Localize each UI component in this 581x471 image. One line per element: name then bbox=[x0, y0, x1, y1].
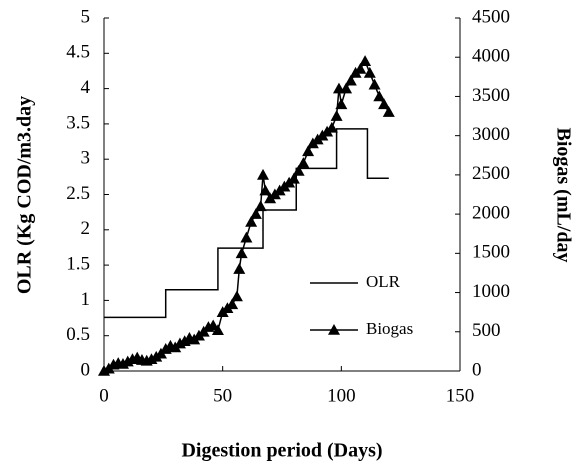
y-tick-label: 2 bbox=[81, 218, 91, 239]
y-tick-label: 3 bbox=[81, 148, 91, 169]
y-tick-label: 1.5 bbox=[66, 253, 90, 274]
y-tick-label: 4.5 bbox=[66, 42, 90, 63]
legend-label: OLR bbox=[366, 272, 401, 291]
data-point bbox=[254, 200, 267, 212]
x-tick-label: 150 bbox=[446, 385, 475, 406]
data-point bbox=[159, 343, 172, 354]
y2-tick-label: 2000 bbox=[472, 202, 510, 223]
y2-tick-label: 0 bbox=[472, 359, 482, 380]
data-point bbox=[230, 290, 243, 302]
y-tick-label: 4 bbox=[81, 77, 91, 98]
y2-axis-label: Biogas (mL/day bbox=[552, 127, 574, 262]
data-point bbox=[302, 145, 315, 157]
data-point bbox=[245, 215, 258, 227]
y2-tick-label: 500 bbox=[472, 320, 501, 341]
data-point bbox=[211, 324, 224, 336]
y-tick-label: 0 bbox=[81, 359, 91, 380]
legend-label: Biogas bbox=[366, 319, 413, 338]
x-tick-label: 100 bbox=[327, 385, 356, 406]
data-point bbox=[368, 78, 381, 90]
y2-tick-label: 3000 bbox=[472, 124, 510, 145]
y2-tick-label: 1500 bbox=[472, 242, 510, 263]
data-point bbox=[233, 263, 246, 274]
y2-tick-label: 4500 bbox=[472, 6, 510, 27]
data-point bbox=[344, 74, 357, 86]
data-point bbox=[240, 231, 253, 243]
legend-marker bbox=[328, 324, 340, 335]
y-axis-label: OLR (Kg COD/m3.day bbox=[14, 96, 36, 294]
y2-tick-label: 2500 bbox=[472, 163, 510, 184]
data-point bbox=[382, 106, 395, 117]
data-point bbox=[235, 247, 248, 259]
data-point bbox=[297, 157, 310, 168]
data-point bbox=[257, 168, 270, 180]
data-point bbox=[378, 98, 391, 110]
data-point bbox=[363, 66, 376, 78]
data-point bbox=[178, 335, 191, 346]
data-point bbox=[354, 62, 367, 74]
data-point bbox=[340, 82, 353, 94]
y-tick-label: 2.5 bbox=[66, 183, 90, 204]
data-point bbox=[150, 350, 163, 362]
x-tick-label: 50 bbox=[213, 385, 232, 406]
y2-tick-label: 4000 bbox=[472, 46, 510, 67]
y2-tick-label: 3500 bbox=[472, 85, 510, 106]
data-point bbox=[287, 172, 300, 184]
data-point bbox=[359, 55, 372, 66]
data-point bbox=[373, 90, 386, 102]
data-point bbox=[259, 184, 272, 196]
y2-tick-label: 1000 bbox=[472, 281, 510, 302]
data-point bbox=[226, 298, 239, 310]
y-tick-label: 0.5 bbox=[66, 324, 90, 345]
y-tick-label: 5 bbox=[81, 6, 91, 27]
data-point bbox=[330, 110, 343, 121]
y-tick-label: 3.5 bbox=[66, 112, 90, 133]
data-point bbox=[335, 98, 348, 110]
data-point bbox=[325, 121, 338, 133]
data-point bbox=[249, 208, 262, 219]
y-tick-label: 1 bbox=[81, 289, 91, 310]
x-axis-label: Digestion period (Days) bbox=[181, 440, 382, 462]
data-point bbox=[292, 164, 305, 176]
x-tick-label: 0 bbox=[99, 385, 109, 406]
series-line bbox=[104, 128, 389, 319]
